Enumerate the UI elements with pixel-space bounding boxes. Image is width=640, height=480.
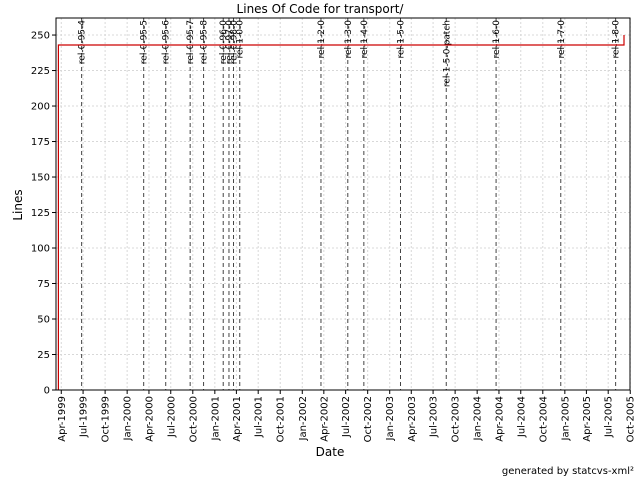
y-tick-label: 25 — [37, 350, 50, 361]
release-label: rel-1-0-0 — [236, 20, 246, 59]
release-label: rel-1-4-0 — [360, 20, 370, 59]
x-tick-label: Oct-2005 — [626, 396, 637, 442]
y-tick-label: 75 — [37, 279, 50, 290]
y-tick-label: 100 — [31, 244, 50, 255]
release-label: rel-1-8-0 — [612, 20, 622, 59]
x-tick-label: Jan-2000 — [123, 396, 134, 441]
release-label: rel-0-95-5 — [140, 20, 150, 64]
release-label: rel-0-95-4 — [78, 20, 88, 64]
y-tick-label: 225 — [31, 66, 50, 77]
x-tick-label: Jul-2003 — [429, 396, 440, 438]
release-label: rel-0-95-8 — [200, 20, 210, 64]
y-axis: 0 25 50 75 100 125 150 175 200 225 250 — [31, 31, 56, 397]
x-tick-label: Jul-2001 — [254, 396, 265, 438]
x-tick-label: Jul-2005 — [604, 396, 615, 438]
release-label: rel-1-6-0 — [492, 20, 502, 59]
y-tick-label: 250 — [31, 31, 50, 42]
x-tick-label: Jul-2000 — [166, 396, 177, 438]
x-axis: Apr-1999 Jul-1999 Oct-1999 Jan-2000 Apr-2000… — [57, 390, 637, 442]
y-tick-label: 50 — [37, 315, 50, 326]
x-tick-label: Oct-1999 — [101, 396, 112, 442]
y-axis-label: Lines — [11, 189, 25, 220]
x-tick-label: Oct-2000 — [188, 396, 199, 442]
x-tick-label: Apr-2002 — [319, 396, 330, 442]
x-tick-label: Apr-2005 — [582, 396, 593, 442]
series-layer — [57, 35, 625, 390]
x-tick-label: Oct-2004 — [538, 396, 549, 442]
x-tick-label: Jan-2005 — [560, 396, 571, 441]
x-tick-label: Jul-2004 — [516, 396, 527, 438]
release-label: rel-0-97-0 — [225, 20, 235, 64]
y-tick-label: 150 — [31, 173, 50, 184]
series-line — [57, 35, 625, 390]
plot-frame — [55, 17, 631, 391]
x-tick-label: Jul-1999 — [79, 396, 90, 438]
grid — [56, 18, 631, 391]
x-tick-label: Apr-1999 — [57, 396, 68, 442]
release-label: rel-0-95-6 — [162, 20, 172, 64]
release-label: rel-1-5-0-patch — [442, 20, 452, 87]
release-markers: rel-0-95-4 rel-0-95-5 rel-0-95-6 rel-0-95-7… — [78, 18, 622, 390]
x-tick-label: Jan-2001 — [210, 396, 221, 441]
release-label: rel-1-7-0 — [557, 20, 567, 59]
release-label: rel-1-5-0 — [396, 20, 406, 59]
y-tick-label: 125 — [31, 208, 50, 219]
x-axis-label: Date — [316, 445, 345, 459]
x-tick-label: Apr-2001 — [232, 396, 243, 442]
y-tick-label: 175 — [31, 137, 50, 148]
y-tick-label: 200 — [31, 102, 50, 113]
release-label: rel-1-3-0 — [344, 20, 354, 59]
x-tick-label: Oct-2001 — [276, 396, 287, 442]
x-tick-label: Apr-2004 — [494, 396, 505, 442]
x-tick-label: Apr-2000 — [144, 396, 155, 442]
y-tick-label: 0 — [44, 386, 50, 397]
x-tick-label: Apr-2003 — [407, 396, 418, 442]
x-tick-label: Jan-2004 — [473, 396, 484, 441]
footer-credit: generated by statcvs-xml² — [502, 466, 634, 477]
x-tick-label: Oct-2002 — [363, 396, 374, 442]
x-tick-label: Jan-2002 — [298, 396, 309, 441]
x-tick-label: Jul-2002 — [341, 396, 352, 438]
release-label: rel-0-98-0 — [230, 20, 240, 64]
release-label: rel-0-95-7 — [186, 20, 196, 64]
release-label: rel-1-2-0 — [317, 20, 327, 59]
chart-title: Lines Of Code for transport/ — [237, 2, 405, 16]
x-tick-label: Oct-2003 — [451, 396, 462, 442]
x-tick-label: Jan-2003 — [385, 396, 396, 441]
release-label: rel-0-96-0 — [219, 20, 229, 64]
